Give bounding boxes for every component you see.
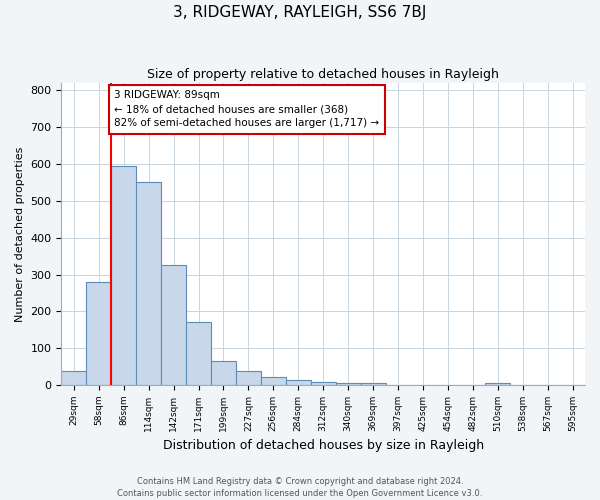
- Title: Size of property relative to detached houses in Rayleigh: Size of property relative to detached ho…: [147, 68, 499, 80]
- Bar: [211, 361, 236, 385]
- Text: 3, RIDGEWAY, RAYLEIGH, SS6 7BJ: 3, RIDGEWAY, RAYLEIGH, SS6 7BJ: [173, 5, 427, 20]
- Bar: [161, 266, 186, 385]
- Bar: [86, 282, 111, 385]
- Bar: [311, 382, 335, 385]
- Bar: [485, 383, 510, 385]
- Text: Contains HM Land Registry data © Crown copyright and database right 2024.
Contai: Contains HM Land Registry data © Crown c…: [118, 476, 482, 498]
- Bar: [236, 371, 261, 385]
- Text: 3 RIDGEWAY: 89sqm
← 18% of detached houses are smaller (368)
82% of semi-detache: 3 RIDGEWAY: 89sqm ← 18% of detached hous…: [114, 90, 379, 128]
- Bar: [186, 322, 211, 385]
- Bar: [136, 182, 161, 385]
- Bar: [286, 380, 311, 385]
- X-axis label: Distribution of detached houses by size in Rayleigh: Distribution of detached houses by size …: [163, 440, 484, 452]
- Bar: [61, 371, 86, 385]
- Bar: [261, 377, 286, 385]
- Bar: [335, 383, 361, 385]
- Bar: [361, 383, 386, 385]
- Y-axis label: Number of detached properties: Number of detached properties: [15, 146, 25, 322]
- Bar: [111, 166, 136, 385]
